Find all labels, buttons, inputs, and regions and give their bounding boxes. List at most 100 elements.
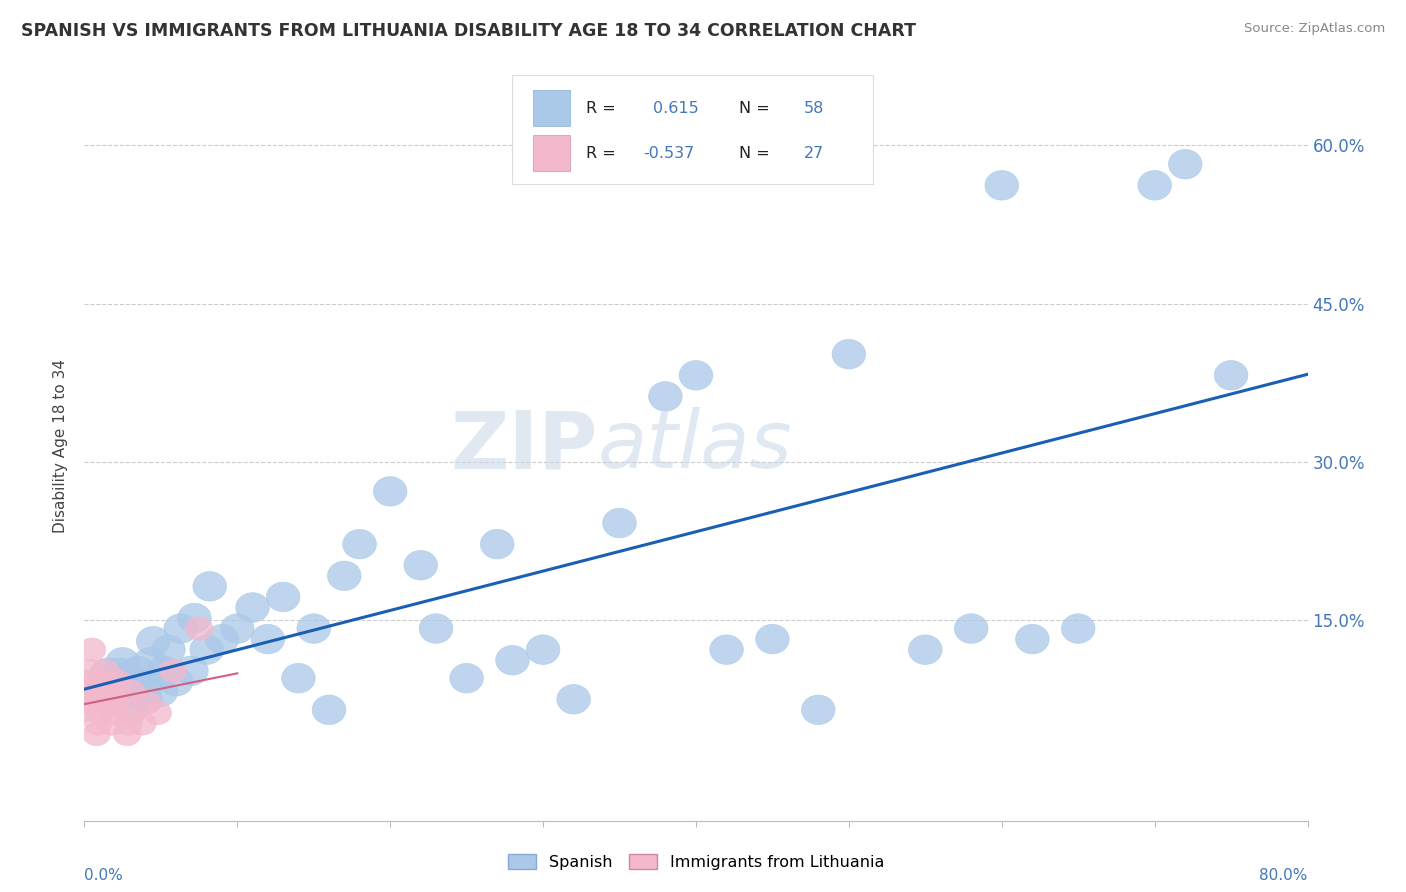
Ellipse shape — [132, 666, 166, 696]
Ellipse shape — [114, 695, 148, 724]
Ellipse shape — [86, 701, 114, 724]
Ellipse shape — [90, 670, 118, 693]
Ellipse shape — [186, 617, 212, 640]
Text: 80.0%: 80.0% — [1260, 868, 1308, 883]
Ellipse shape — [134, 648, 167, 677]
Text: R =: R = — [586, 101, 621, 116]
Ellipse shape — [281, 664, 315, 693]
Ellipse shape — [193, 572, 226, 601]
Ellipse shape — [70, 698, 98, 722]
Ellipse shape — [79, 638, 105, 661]
Ellipse shape — [159, 666, 193, 696]
Y-axis label: Disability Age 18 to 34: Disability Age 18 to 34 — [53, 359, 69, 533]
Ellipse shape — [205, 624, 239, 654]
Ellipse shape — [908, 635, 942, 665]
Ellipse shape — [1137, 170, 1171, 200]
Ellipse shape — [419, 614, 453, 643]
Ellipse shape — [129, 712, 156, 735]
Ellipse shape — [328, 561, 361, 591]
Ellipse shape — [91, 659, 120, 682]
Ellipse shape — [83, 723, 110, 746]
Ellipse shape — [89, 681, 117, 704]
Ellipse shape — [117, 701, 143, 724]
Ellipse shape — [103, 658, 136, 688]
Ellipse shape — [450, 664, 484, 693]
Ellipse shape — [252, 624, 284, 654]
Ellipse shape — [343, 529, 377, 559]
Ellipse shape — [603, 508, 637, 538]
Ellipse shape — [312, 695, 346, 724]
FancyBboxPatch shape — [513, 75, 873, 184]
Ellipse shape — [297, 614, 330, 643]
Text: N =: N = — [738, 145, 775, 161]
Ellipse shape — [481, 529, 515, 559]
Ellipse shape — [73, 681, 101, 704]
Ellipse shape — [101, 690, 129, 714]
Ellipse shape — [801, 695, 835, 724]
Ellipse shape — [98, 677, 132, 706]
Ellipse shape — [557, 684, 591, 714]
Bar — [533, 90, 569, 126]
Ellipse shape — [190, 635, 224, 665]
Ellipse shape — [98, 712, 125, 735]
Ellipse shape — [134, 690, 160, 714]
Ellipse shape — [236, 592, 270, 623]
Ellipse shape — [266, 582, 299, 612]
Ellipse shape — [129, 684, 162, 714]
Text: 0.615: 0.615 — [654, 101, 699, 116]
Ellipse shape — [118, 666, 152, 696]
Ellipse shape — [648, 382, 682, 411]
Ellipse shape — [148, 656, 181, 686]
Ellipse shape — [832, 340, 866, 369]
Ellipse shape — [526, 635, 560, 665]
Ellipse shape — [84, 712, 112, 735]
Ellipse shape — [118, 681, 146, 704]
Ellipse shape — [1015, 624, 1049, 654]
Ellipse shape — [955, 614, 988, 643]
Ellipse shape — [72, 690, 100, 714]
Text: Source: ZipAtlas.com: Source: ZipAtlas.com — [1244, 22, 1385, 36]
Ellipse shape — [121, 656, 155, 686]
Ellipse shape — [136, 626, 170, 656]
Ellipse shape — [83, 679, 117, 709]
Bar — [533, 135, 569, 171]
Ellipse shape — [496, 646, 529, 675]
Ellipse shape — [152, 635, 186, 665]
Ellipse shape — [143, 677, 177, 706]
Text: 58: 58 — [804, 101, 824, 116]
Ellipse shape — [98, 684, 132, 714]
Ellipse shape — [1215, 360, 1249, 390]
Text: SPANISH VS IMMIGRANTS FROM LITHUANIA DISABILITY AGE 18 TO 34 CORRELATION CHART: SPANISH VS IMMIGRANTS FROM LITHUANIA DIS… — [21, 22, 917, 40]
Ellipse shape — [86, 669, 120, 698]
Ellipse shape — [159, 659, 187, 682]
Ellipse shape — [105, 648, 139, 677]
Ellipse shape — [77, 659, 104, 682]
Text: -0.537: -0.537 — [644, 145, 695, 161]
Ellipse shape — [117, 677, 150, 706]
Ellipse shape — [177, 603, 211, 632]
Ellipse shape — [755, 624, 789, 654]
Ellipse shape — [174, 656, 208, 686]
Ellipse shape — [404, 550, 437, 580]
Ellipse shape — [101, 666, 135, 696]
Ellipse shape — [115, 712, 142, 735]
Ellipse shape — [679, 360, 713, 390]
Ellipse shape — [114, 723, 141, 746]
Legend: Spanish, Immigrants from Lithuania: Spanish, Immigrants from Lithuania — [501, 848, 891, 876]
Ellipse shape — [100, 701, 127, 724]
Ellipse shape — [374, 476, 406, 506]
Text: atlas: atlas — [598, 407, 793, 485]
Text: R =: R = — [586, 145, 621, 161]
Ellipse shape — [986, 170, 1018, 200]
Ellipse shape — [75, 670, 103, 693]
Text: N =: N = — [738, 101, 775, 116]
Ellipse shape — [710, 635, 744, 665]
Ellipse shape — [143, 701, 172, 724]
Ellipse shape — [104, 670, 132, 693]
Ellipse shape — [165, 614, 197, 643]
Ellipse shape — [87, 690, 115, 714]
Text: 27: 27 — [804, 145, 824, 161]
Ellipse shape — [221, 614, 254, 643]
Ellipse shape — [1062, 614, 1095, 643]
Text: 0.0%: 0.0% — [84, 868, 124, 883]
